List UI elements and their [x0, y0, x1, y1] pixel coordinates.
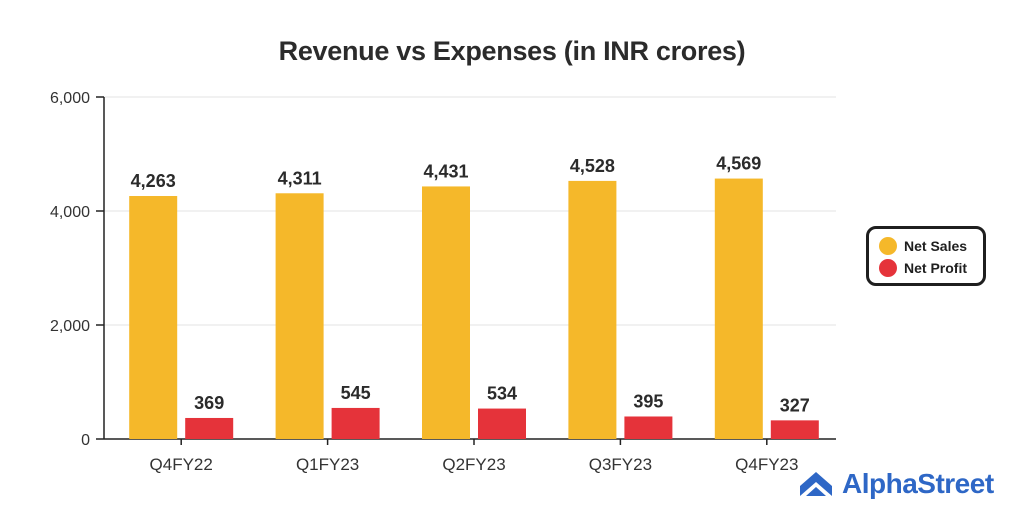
legend-swatch-net-profit	[879, 259, 897, 277]
data-label: 4,263	[131, 171, 176, 191]
y-tick-label: 6,000	[50, 90, 90, 107]
data-label: 4,431	[423, 161, 468, 181]
y-tick-label: 2,000	[50, 318, 90, 335]
x-tick-label: Q3FY23	[589, 455, 652, 474]
legend-item-net-profit: Net Profit	[879, 257, 967, 279]
data-label: 395	[633, 391, 663, 411]
bar-net-profit	[624, 416, 673, 439]
bar-net-profit	[331, 407, 380, 439]
y-tick-label: 4,000	[50, 204, 90, 221]
legend-label-net-sales: Net Sales	[904, 238, 968, 254]
logo-text: AlphaStreet	[842, 468, 994, 499]
bar-net-sales	[129, 196, 178, 439]
data-label: 545	[341, 383, 371, 403]
x-tick-label: Q4FY22	[150, 455, 213, 474]
alphastreet-logo: AlphaStreet	[798, 466, 994, 502]
chart-title: Revenue vs Expenses (in INR crores)	[278, 36, 746, 66]
bar-net-sales	[568, 180, 617, 440]
bar-net-sales	[422, 186, 470, 439]
legend-label-net-profit: Net Profit	[904, 260, 967, 276]
bar-net-sales	[714, 178, 763, 439]
legend: Net Sales Net Profit	[866, 226, 986, 286]
data-label: 534	[487, 384, 517, 404]
data-label: 327	[780, 395, 810, 415]
legend-item-net-sales: Net Sales	[879, 235, 967, 257]
x-tick-label: Q1FY23	[296, 455, 359, 474]
data-label: 4,311	[278, 168, 322, 188]
alphastreet-logo-icon	[800, 472, 832, 496]
bar-net-sales	[275, 193, 324, 439]
bar-net-profit	[770, 420, 819, 439]
bar-net-profit	[478, 408, 526, 439]
bar-net-profit	[185, 417, 234, 439]
x-tick-label: Q2FY23	[442, 455, 505, 474]
data-label: 369	[194, 393, 224, 413]
data-label: 4,569	[716, 154, 761, 174]
legend-swatch-net-sales	[879, 237, 897, 255]
data-label: 4,528	[570, 156, 615, 176]
y-tick-label: 0	[81, 432, 90, 449]
x-tick-label: Q4FY23	[735, 455, 798, 474]
